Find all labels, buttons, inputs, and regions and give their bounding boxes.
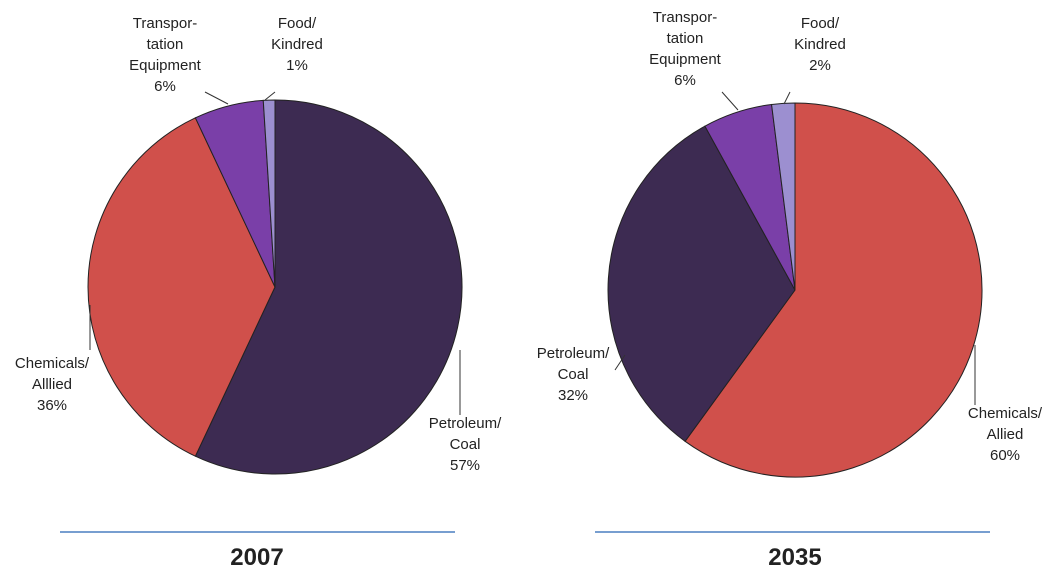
- pie-slice: [87, 117, 276, 457]
- slice-label-line: Coal: [558, 366, 589, 383]
- chart-title: 2035: [768, 544, 821, 571]
- pie-slice: [684, 102, 983, 478]
- slice-label: Petroleum/Coal: [429, 415, 502, 453]
- slice-label-line: Transpor-: [653, 9, 717, 26]
- slice-label-line: Equipment: [649, 51, 722, 68]
- slice-label-line: Coal: [450, 436, 481, 453]
- leader-line: [264, 91, 276, 101]
- slice-label-line: Transpor-: [133, 15, 197, 32]
- slice-label: Food/Kindred: [794, 15, 846, 53]
- slice-label: Transpor-tation Equipment: [649, 9, 722, 68]
- slice-label-line: Alllied: [32, 376, 72, 393]
- slice-value-label: 6%: [154, 78, 176, 95]
- slice-label-line: Food/: [801, 15, 840, 32]
- slice-label: Chemicals/Alllied: [15, 355, 90, 393]
- slice-value-label: 6%: [674, 72, 696, 89]
- slice-label-line: Petroleum/: [537, 345, 610, 362]
- slice-label-line: tation: [667, 30, 704, 47]
- slice-label-line: Kindred: [271, 36, 323, 53]
- slice-label-line: Petroleum/: [429, 415, 502, 432]
- pie-slice: [262, 99, 276, 288]
- leader-line: [721, 91, 739, 111]
- slice-label: Transpor-tation Equipment: [129, 15, 202, 74]
- slice-value-label: 60%: [990, 447, 1020, 464]
- pie-slice: [771, 102, 796, 291]
- slice-label-line: tation: [147, 36, 184, 53]
- slice-label: Chemicals/Allied: [968, 405, 1043, 443]
- slice-label-line: Food/: [278, 15, 317, 32]
- slice-label-line: Equipment: [129, 57, 202, 74]
- slice-value-label: 1%: [286, 57, 308, 74]
- slice-value-label: 36%: [37, 397, 67, 414]
- slice-label: Food/Kindred: [271, 15, 323, 53]
- slice-label-line: Chemicals/: [968, 405, 1043, 422]
- slice-value-label: 2%: [809, 57, 831, 74]
- slice-label-line: Kindred: [794, 36, 846, 53]
- slice-label-line: Allied: [987, 426, 1024, 443]
- chart-title: 2007: [230, 544, 283, 571]
- slice-label: Petroleum/Coal: [537, 345, 610, 383]
- leader-line: [204, 91, 229, 105]
- leader-line: [783, 91, 791, 105]
- pie-slice: [194, 99, 463, 475]
- slice-value-label: 57%: [450, 457, 480, 474]
- slice-value-label: 32%: [558, 387, 588, 404]
- pie-slice: [607, 125, 796, 442]
- slice-label-line: Chemicals/: [15, 355, 90, 372]
- leader-line: [614, 354, 626, 371]
